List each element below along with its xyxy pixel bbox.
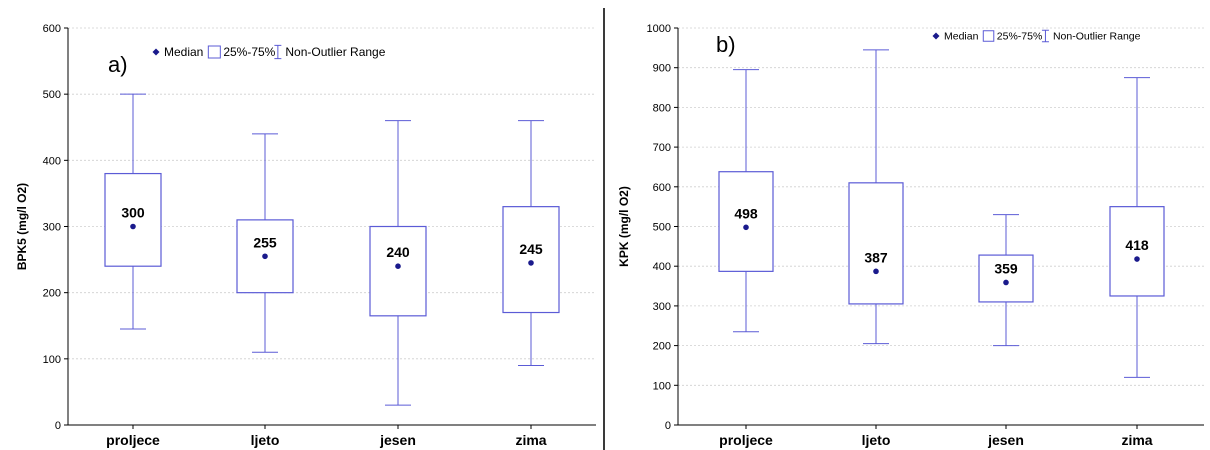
x-tick-label: ljeto [862,432,891,448]
y-tick-label: 100 [43,354,61,366]
x-tick-label: zima [1121,432,1152,448]
iqr-box [718,171,774,272]
median-marker [528,260,534,266]
legend-box-label: 25%-75% [223,45,275,59]
median-marker [130,223,136,230]
iqr-box [369,225,427,317]
legend-box-label: 25%-75% [997,31,1043,43]
legend-box-icon [982,30,995,42]
median-marker [395,263,401,270]
iqr-box [104,172,162,267]
y-tick-label: 400 [43,155,61,167]
y-tick-label: 800 [653,102,671,114]
y-tick-label: 700 [653,142,671,154]
box-ljeto: 387 [848,49,904,345]
median-marker [1003,279,1009,286]
box-zima: 418 [1109,77,1165,378]
legend-range-icon [1041,29,1049,43]
x-tick-label: ljeto [251,432,280,448]
panel-label: a) [108,52,128,77]
y-tick-label: 400 [653,261,671,273]
legend-box-icon [207,45,221,59]
x-tick-label: jesen [987,432,1024,448]
box-jesen: 359 [978,214,1034,347]
box-proljece: 300 [104,93,162,330]
y-axis-label: BPK5 (mg/l O2) [15,183,29,270]
box-zima: 245 [502,120,560,366]
legend-median-label: Median [944,31,979,43]
box-jesen: 240 [369,120,427,406]
median-value-label: 300 [121,205,145,221]
y-tick-label: 600 [43,23,61,35]
box-plot-svg: 0 100 200 300 400 500 600 700 800 900 1000 KPK (mg/… [617,23,1204,448]
chart-panel-b: 0 100 200 300 400 500 600 700 800 900 1000 KPK (mg/… [606,0,1210,450]
iqr-box [848,182,904,305]
box-proljece: 498 [718,69,774,333]
median-marker [873,268,879,275]
legend-median-label: Median [164,45,203,59]
panel-label: b) [716,32,736,57]
chart-panel-a: 0 100 200 300 400 500 600 BPK5 (mg/l O2) a) 300 pr… [0,0,604,450]
median-value-label: 255 [253,234,277,250]
median-value-label: 359 [994,260,1018,276]
median-value-label: 387 [864,249,888,265]
x-tick-label: zima [515,432,546,448]
legend-range-icon [274,44,282,60]
iqr-box [1109,206,1165,297]
panel-divider [603,8,605,450]
y-tick-label: 200 [653,341,671,353]
x-tick-label: proljece [106,432,160,448]
y-tick-label: 300 [43,222,61,234]
y-tick-label: 500 [43,89,61,101]
x-tick-label: jesen [379,432,416,448]
y-tick-label: 1000 [647,23,671,35]
iqr-box [978,254,1034,303]
legend: Median 25%-75% Non-Outlier Range [932,29,1141,43]
y-axis-label: KPK (mg/l O2) [617,186,631,267]
legend-median-icon [932,32,940,40]
median-value-label: 498 [734,205,758,221]
legend-range-label: Non-Outlier Range [1053,31,1141,43]
y-tick-label: 0 [665,420,671,432]
legend-median-icon [152,48,160,56]
median-value-label: 240 [386,244,410,260]
median-marker [1134,256,1140,262]
y-tick-label: 100 [653,380,671,392]
x-tick-label: proljece [719,432,773,448]
median-value-label: 245 [519,241,543,257]
box-plot-svg: 0 100 200 300 400 500 600 BPK5 (mg/l O2) a) 300 pr… [15,23,596,448]
y-tick-label: 500 [653,222,671,234]
y-tick-label: 0 [55,420,61,432]
median-marker [262,253,268,260]
y-tick-label: 600 [653,182,671,194]
y-tick-label: 200 [43,288,61,300]
y-tick-label: 300 [653,301,671,313]
legend-range-label: Non-Outlier Range [285,45,385,59]
box-ljeto: 255 [236,133,294,353]
legend: Median 25%-75% Non-Outlier Range [152,44,386,60]
median-value-label: 418 [1125,237,1149,253]
median-marker [743,224,749,231]
iqr-box [502,206,560,314]
y-tick-label: 900 [653,63,671,75]
